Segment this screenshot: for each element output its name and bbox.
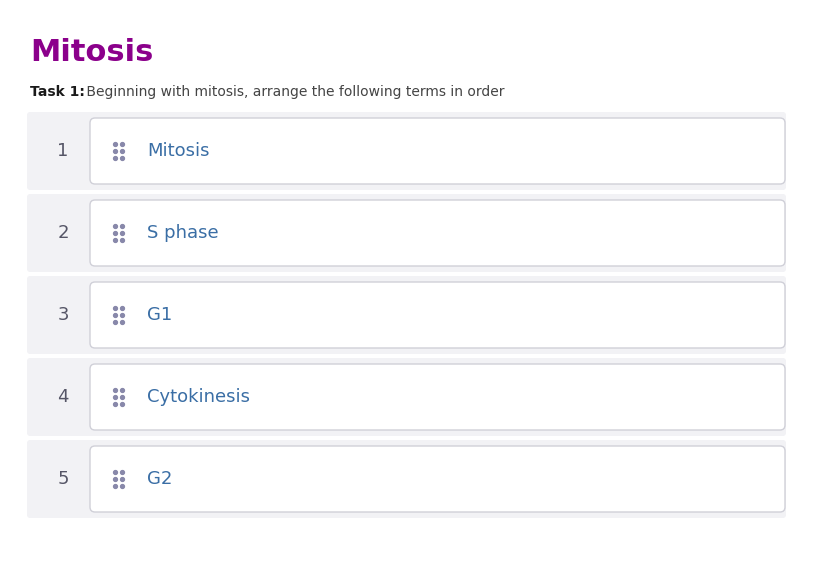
Text: 3: 3 xyxy=(57,306,69,324)
Text: Mitosis: Mitosis xyxy=(147,142,210,160)
Text: Beginning with mitosis, arrange the following terms in order: Beginning with mitosis, arrange the foll… xyxy=(82,85,505,99)
Text: 5: 5 xyxy=(57,470,69,488)
FancyBboxPatch shape xyxy=(90,282,785,348)
FancyBboxPatch shape xyxy=(90,446,785,512)
Text: S phase: S phase xyxy=(147,224,219,242)
Text: Mitosis: Mitosis xyxy=(30,38,154,67)
FancyBboxPatch shape xyxy=(27,276,786,354)
FancyBboxPatch shape xyxy=(90,118,785,184)
Text: G2: G2 xyxy=(147,470,172,488)
Text: 1: 1 xyxy=(57,142,68,160)
Text: G1: G1 xyxy=(147,306,172,324)
FancyBboxPatch shape xyxy=(27,440,786,518)
Text: Task 1:: Task 1: xyxy=(30,85,85,99)
FancyBboxPatch shape xyxy=(90,200,785,266)
Text: 4: 4 xyxy=(57,388,69,406)
FancyBboxPatch shape xyxy=(90,364,785,430)
Text: 2: 2 xyxy=(57,224,69,242)
Text: Cytokinesis: Cytokinesis xyxy=(147,388,250,406)
FancyBboxPatch shape xyxy=(27,194,786,272)
FancyBboxPatch shape xyxy=(27,112,786,190)
FancyBboxPatch shape xyxy=(27,358,786,436)
